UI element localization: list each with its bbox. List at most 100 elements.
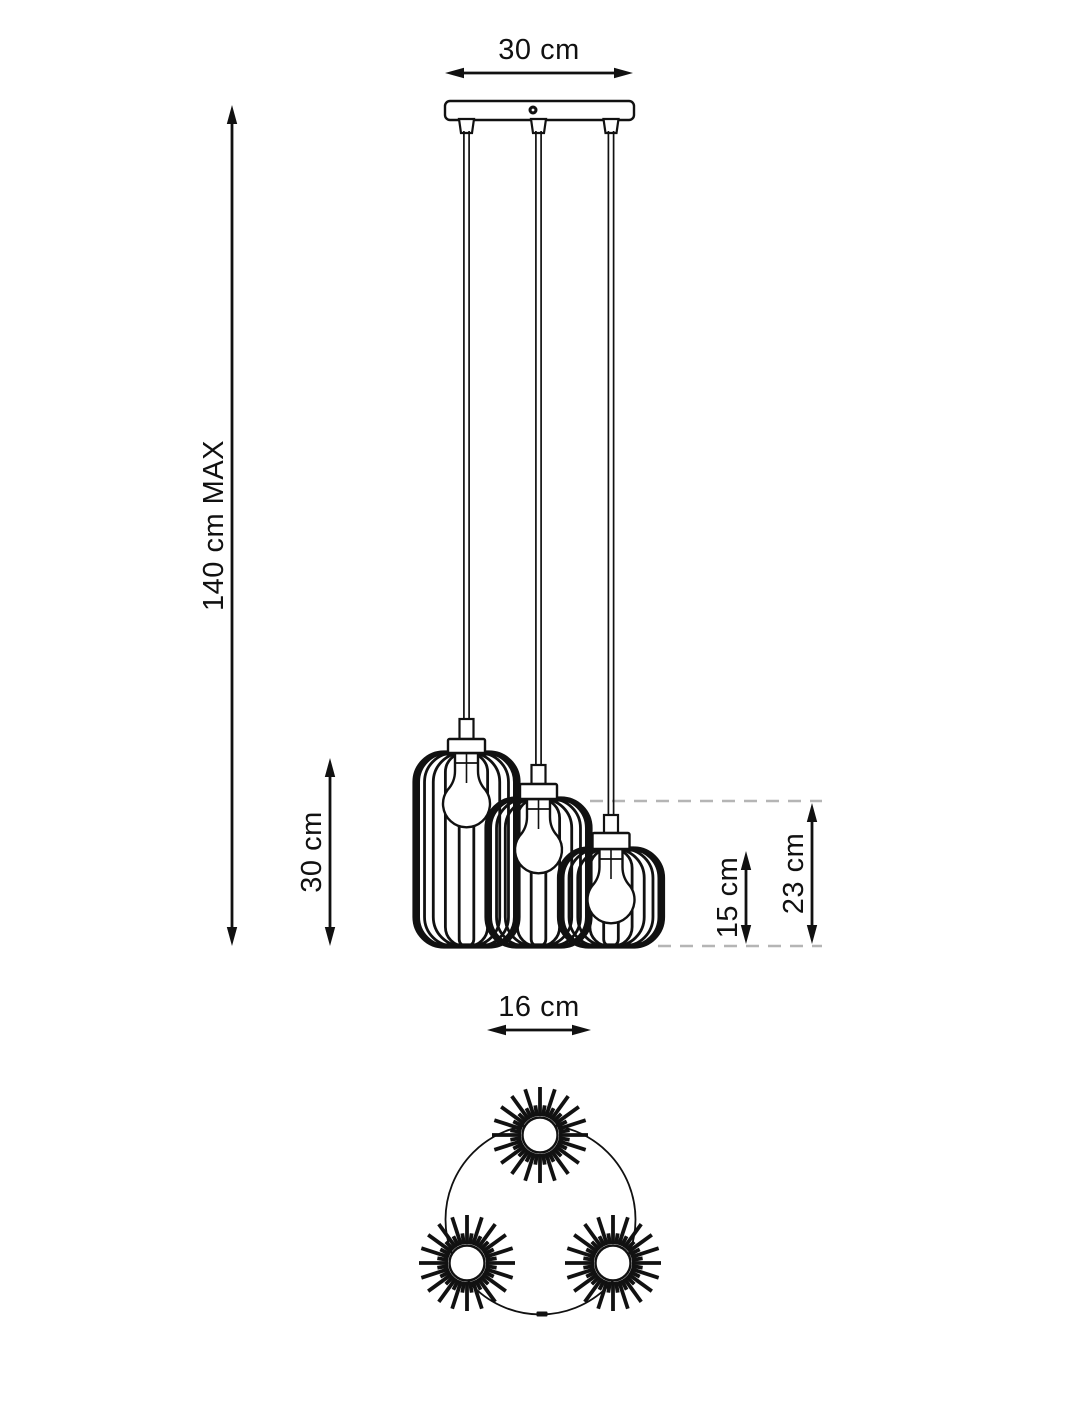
cage-spoke-short: [483, 1247, 495, 1257]
cage-spoke-short: [524, 1151, 534, 1163]
cage-spoke-short: [590, 1240, 601, 1251]
cage-spoke-short: [479, 1275, 490, 1286]
cage-spoke-short: [451, 1235, 461, 1247]
cage-spoke-short: [533, 1105, 539, 1117]
dimension-label: 30 cm: [296, 811, 328, 892]
cord-grip: [602, 117, 620, 135]
cage-spoke: [523, 1088, 536, 1118]
dimension-medium-shade-height: 23 cm: [778, 803, 818, 944]
cage-spoke: [554, 1105, 580, 1126]
dimension-arrowhead: [324, 758, 336, 777]
cage-spoke: [627, 1272, 653, 1293]
cage-spoke: [493, 1118, 523, 1131]
cage-spoke: [622, 1277, 643, 1303]
cage-spoke: [471, 1216, 484, 1246]
cage-spoke-short: [546, 1107, 556, 1119]
lamp-large: [412, 131, 521, 949]
cage-spoke: [596, 1216, 609, 1246]
cage-spoke-short: [583, 1264, 595, 1270]
cage-spoke: [544, 1152, 557, 1182]
bulb-top-view: [521, 1116, 559, 1154]
cage-spoke: [523, 1152, 536, 1182]
cage-spoke-short: [625, 1240, 636, 1251]
cage-spoke: [476, 1223, 497, 1249]
dimension-arrowhead: [487, 1024, 506, 1036]
cage-spoke: [427, 1272, 453, 1293]
cage-spoke: [554, 1144, 580, 1165]
cage-spoke: [481, 1233, 507, 1254]
dimension-arrowhead: [445, 67, 464, 79]
cage-spoke-short: [585, 1269, 597, 1279]
cage-spoke: [617, 1280, 630, 1310]
shade-top-view: [492, 1087, 588, 1183]
dimension-label: 30 cm: [498, 34, 579, 66]
cage-spoke: [573, 1272, 599, 1293]
cage-spoke-short: [606, 1233, 612, 1245]
light-bulb: [441, 751, 492, 829]
layout-tab: [536, 1311, 548, 1317]
cage-spoke: [557, 1118, 587, 1131]
cage-spoke-short: [556, 1141, 568, 1151]
pendant-lamps: [412, 131, 666, 949]
cage-spoke: [549, 1095, 570, 1121]
cord-ferrule: [458, 717, 475, 741]
cage-spoke-short: [479, 1240, 490, 1251]
cage-spoke-short: [541, 1153, 547, 1165]
cage-spoke-short: [437, 1264, 449, 1270]
cage-spoke-short: [558, 1128, 570, 1134]
cage-spoke-short: [473, 1235, 483, 1247]
cage-spoke-short: [631, 1256, 643, 1262]
dimension-arrowhead: [324, 927, 336, 946]
dimension-max-drop-height: 140 cm MAX: [198, 105, 238, 946]
cage-spoke-short: [468, 1233, 474, 1245]
cage-spoke: [420, 1267, 450, 1280]
cage-spoke-short: [597, 1279, 607, 1291]
cage-spoke: [420, 1246, 450, 1259]
cage-spoke: [450, 1216, 463, 1246]
cord-grip: [457, 117, 476, 135]
cage-spoke: [500, 1105, 526, 1126]
cage-spoke-short: [437, 1256, 449, 1262]
cage-spoke-short: [473, 1279, 483, 1291]
dimension-canopy-width: 30 cm: [445, 34, 633, 79]
cage-spoke-short: [631, 1264, 643, 1270]
canopy-bar: [443, 99, 636, 122]
cage-spoke-short: [552, 1147, 563, 1158]
lamp-medium: [484, 131, 593, 949]
dimension-arrowhead: [226, 105, 238, 124]
cage-spoke-short: [590, 1275, 601, 1286]
cage-spoke-short: [483, 1269, 495, 1279]
cage-spoke-short: [517, 1147, 528, 1158]
cage-spoke-short: [597, 1235, 607, 1247]
cage-spoke: [583, 1223, 604, 1249]
shade-top-view: [419, 1215, 515, 1311]
cage-spoke-short: [512, 1119, 524, 1129]
cage-spoke-short: [614, 1281, 620, 1293]
cage-spoke-short: [444, 1275, 455, 1286]
cage-spoke: [500, 1144, 526, 1165]
lamp-small: [556, 131, 666, 949]
cord-grip: [529, 117, 548, 135]
cage-spoke-short: [517, 1112, 528, 1123]
cage-spoke: [484, 1246, 514, 1259]
cage-spoke-short: [439, 1269, 451, 1279]
cage-spoke-short: [629, 1269, 641, 1279]
cage-spoke: [549, 1149, 570, 1175]
dimension-arrowhead: [226, 927, 238, 946]
dimension-arrowhead: [740, 851, 752, 870]
cage-spoke-short: [439, 1247, 451, 1257]
cage-spoke-short: [583, 1256, 595, 1262]
bulb-top-view: [448, 1244, 486, 1282]
cage-spoke: [510, 1149, 531, 1175]
dimension-arrowhead: [572, 1024, 591, 1036]
cage-spoke: [573, 1233, 599, 1254]
cage-spoke-short: [606, 1281, 612, 1293]
top-view-layout: [419, 1087, 661, 1317]
cage-spoke-short: [460, 1281, 466, 1293]
cage-spoke: [630, 1267, 660, 1280]
cage-spoke: [566, 1267, 596, 1280]
dimension-arrowhead: [740, 925, 752, 944]
cage-spoke-short: [510, 1128, 522, 1134]
cage-spoke-short: [614, 1233, 620, 1245]
cage-spoke: [437, 1277, 458, 1303]
